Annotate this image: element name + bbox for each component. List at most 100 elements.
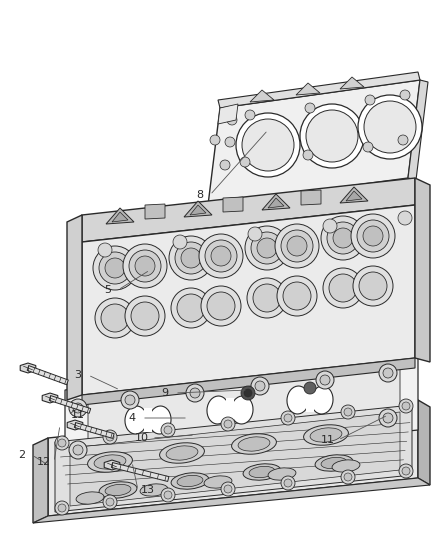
Polygon shape (296, 83, 320, 95)
Polygon shape (268, 198, 284, 208)
Polygon shape (415, 178, 430, 362)
Text: 11: 11 (71, 410, 85, 420)
Circle shape (379, 409, 397, 427)
Text: 3: 3 (74, 370, 81, 380)
Ellipse shape (149, 406, 171, 434)
Circle shape (344, 408, 352, 416)
Text: 9: 9 (162, 388, 169, 398)
Ellipse shape (310, 428, 342, 442)
Circle shape (399, 399, 413, 413)
Circle shape (283, 282, 311, 310)
Circle shape (364, 101, 416, 153)
Circle shape (73, 445, 83, 455)
Circle shape (251, 377, 269, 395)
Circle shape (205, 240, 237, 272)
Circle shape (333, 228, 353, 248)
Circle shape (175, 242, 207, 274)
Circle shape (247, 278, 287, 318)
Polygon shape (226, 398, 234, 422)
Circle shape (224, 485, 232, 493)
Circle shape (306, 110, 358, 162)
Circle shape (344, 473, 352, 481)
Polygon shape (184, 201, 212, 217)
Circle shape (316, 371, 334, 389)
Ellipse shape (166, 446, 198, 460)
Ellipse shape (304, 425, 348, 445)
Circle shape (135, 256, 155, 276)
Text: 8: 8 (196, 190, 204, 200)
Circle shape (121, 391, 139, 409)
Circle shape (190, 388, 200, 398)
Polygon shape (74, 423, 114, 439)
Circle shape (105, 258, 125, 278)
Circle shape (207, 292, 235, 320)
Polygon shape (55, 405, 412, 512)
Circle shape (186, 384, 204, 402)
Polygon shape (418, 400, 430, 485)
Circle shape (281, 411, 295, 425)
Ellipse shape (232, 434, 276, 454)
Ellipse shape (94, 455, 126, 469)
Circle shape (363, 142, 373, 152)
Circle shape (169, 236, 213, 280)
Circle shape (55, 501, 69, 515)
Text: 11: 11 (321, 435, 335, 445)
Ellipse shape (332, 460, 360, 472)
Circle shape (353, 266, 393, 306)
Polygon shape (112, 212, 128, 222)
Circle shape (220, 160, 230, 170)
Polygon shape (48, 400, 418, 516)
Polygon shape (82, 205, 415, 395)
Circle shape (287, 236, 307, 256)
Polygon shape (190, 205, 206, 215)
Circle shape (358, 95, 422, 159)
Circle shape (69, 399, 87, 417)
Polygon shape (42, 393, 58, 403)
Ellipse shape (76, 492, 104, 504)
Circle shape (341, 470, 355, 484)
Circle shape (242, 119, 294, 171)
Polygon shape (346, 191, 362, 201)
Circle shape (73, 403, 83, 413)
Ellipse shape (125, 406, 147, 434)
Circle shape (245, 110, 255, 120)
Text: 4: 4 (128, 413, 136, 423)
Circle shape (211, 246, 231, 266)
Circle shape (201, 286, 241, 326)
Circle shape (351, 214, 395, 258)
Polygon shape (65, 353, 418, 467)
Circle shape (123, 244, 167, 288)
Circle shape (383, 413, 393, 423)
Circle shape (225, 137, 235, 147)
Circle shape (257, 238, 277, 258)
Polygon shape (218, 72, 420, 108)
Circle shape (224, 420, 232, 428)
Circle shape (323, 219, 337, 233)
Polygon shape (145, 204, 165, 219)
Circle shape (227, 115, 237, 125)
Circle shape (93, 246, 137, 290)
Circle shape (241, 386, 255, 400)
Polygon shape (104, 460, 120, 470)
Text: 13: 13 (141, 485, 155, 495)
Circle shape (398, 135, 408, 145)
Circle shape (303, 150, 313, 160)
Circle shape (399, 464, 413, 478)
Circle shape (106, 498, 114, 506)
Circle shape (359, 272, 387, 300)
Circle shape (69, 441, 87, 459)
Text: 12: 12 (37, 457, 51, 467)
Ellipse shape (231, 396, 253, 424)
Polygon shape (27, 366, 68, 385)
Circle shape (275, 224, 319, 268)
Circle shape (98, 243, 112, 257)
Circle shape (305, 103, 315, 113)
Circle shape (177, 294, 205, 322)
Circle shape (221, 482, 235, 496)
Circle shape (398, 211, 412, 225)
Circle shape (55, 436, 69, 450)
Circle shape (248, 227, 262, 241)
Polygon shape (301, 190, 321, 205)
Ellipse shape (140, 484, 168, 496)
Ellipse shape (249, 466, 275, 478)
